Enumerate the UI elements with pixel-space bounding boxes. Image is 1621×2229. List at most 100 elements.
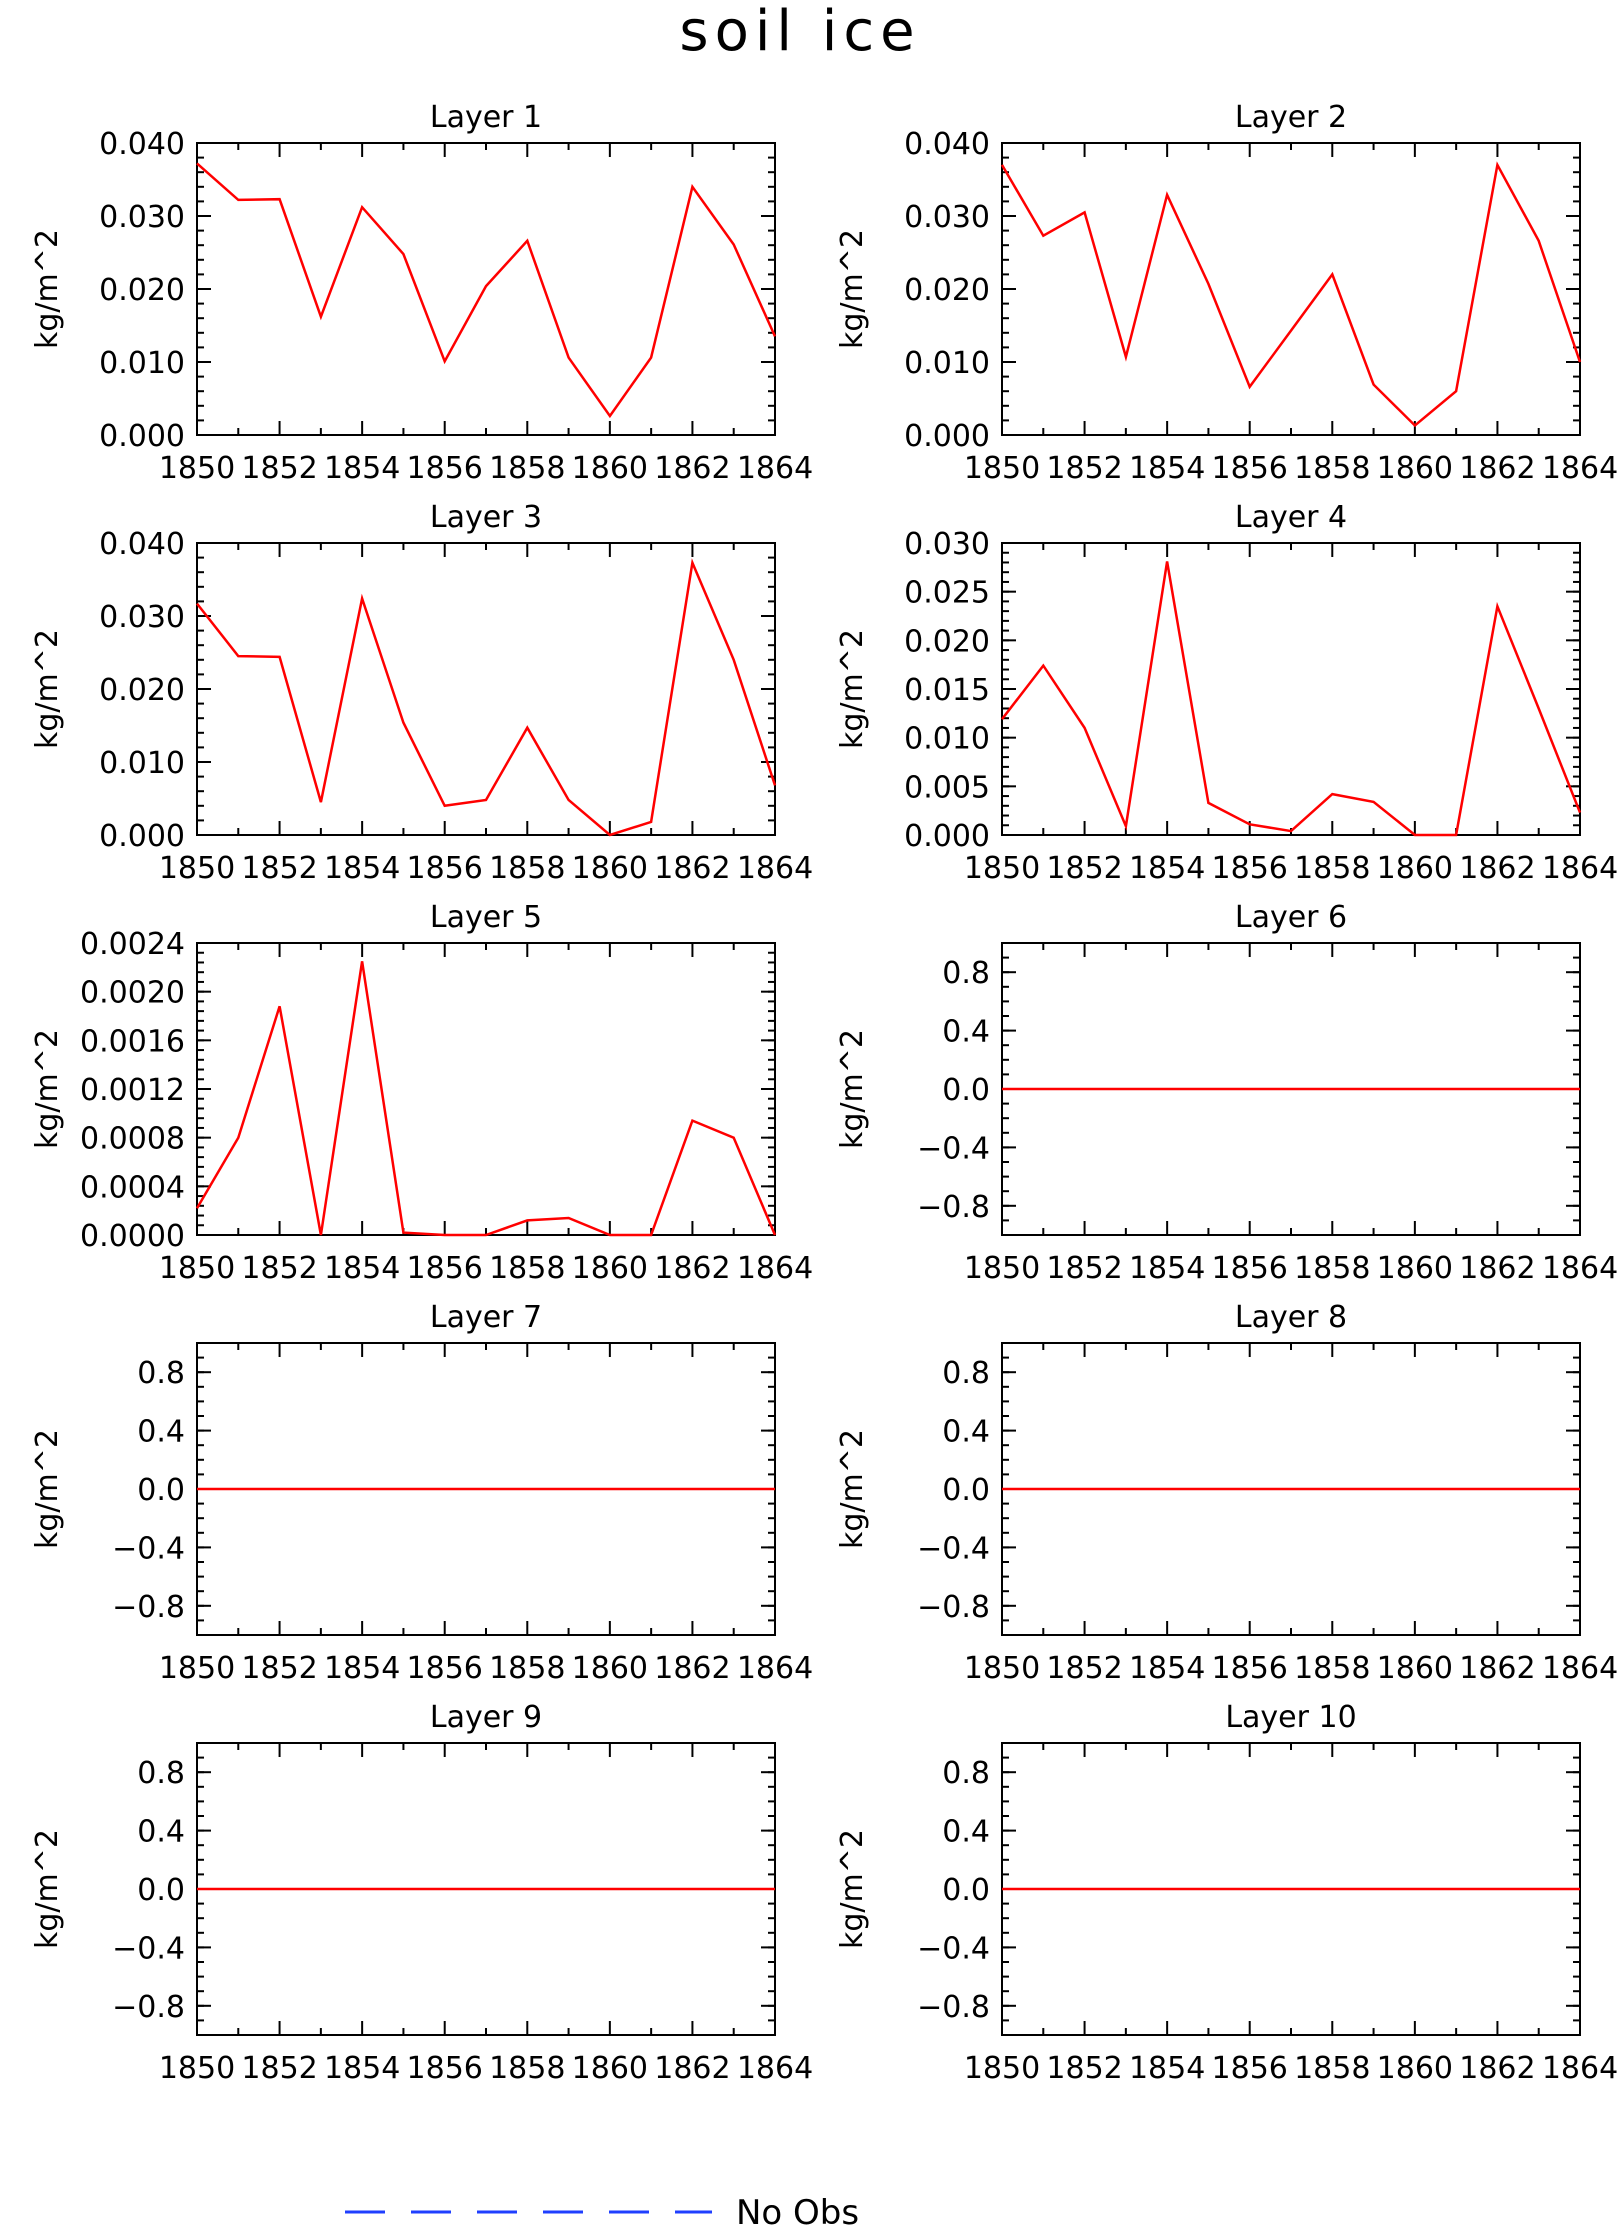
x-tick-label: 1850 [159,1251,235,1286]
x-tick-label: 1850 [964,1251,1040,1286]
y-tick-label: 0.010 [904,722,990,757]
y-tick-label: −0.4 [112,1931,185,1966]
x-tick-label: 1862 [654,2051,730,2086]
y-tick-label: 0.020 [99,273,185,308]
x-tick-label: 1860 [1377,451,1453,486]
x-tick-label: 1856 [407,851,483,886]
x-tick-label: 1850 [964,451,1040,486]
y-tick-label: 0.8 [137,1356,185,1391]
x-tick-label: 1852 [1046,2051,1122,2086]
x-tick-label: 1856 [407,451,483,486]
x-tick-label: 1860 [572,2051,648,2086]
y-tick-label: 0.0012 [80,1073,185,1108]
panel-title: Layer 4 [1235,500,1347,535]
x-tick-label: 1854 [324,851,400,886]
x-tick-label: 1856 [407,1651,483,1686]
x-tick-label: 1854 [324,1251,400,1286]
series-line [195,961,777,1237]
x-tick-label: 1862 [654,851,730,886]
x-tick-label: 1864 [1542,851,1618,886]
x-tick-label: 1852 [241,1651,317,1686]
y-tick-label: 0.0 [137,1873,185,1908]
y-tick-label: 0.4 [942,1015,990,1050]
y-tick-label: −0.8 [917,1590,990,1625]
panel-title: Layer 6 [1235,900,1347,935]
y-tick-label: 0.020 [904,273,990,308]
plot-frame [1001,542,1581,836]
x-tick-label: 1858 [489,1651,565,1686]
x-tick-label: 1860 [572,1251,648,1286]
y-tick-label: 0.0 [942,1473,990,1508]
x-tick-label: 1856 [407,2051,483,2086]
x-tick-label: 1856 [1212,2051,1288,2086]
y-tick-label: 0.0 [137,1473,185,1508]
y-tick-label: 0.8 [942,1756,990,1791]
y-tick-label: −0.8 [112,1590,185,1625]
y-axis-label: kg/m^2 [30,1829,65,1949]
x-tick-label: 1860 [572,851,648,886]
x-tick-label: 1852 [241,2051,317,2086]
panel-title: Layer 8 [1235,1300,1347,1335]
y-axis-label: kg/m^2 [835,1429,870,1549]
y-tick-label: 0.010 [904,346,990,381]
x-tick-label: 1864 [737,2051,813,2086]
y-tick-label: 0.0004 [80,1170,185,1205]
x-tick-label: 1850 [159,1651,235,1686]
y-tick-label: 0.0020 [80,976,185,1011]
y-tick-label: 0.000 [99,819,185,854]
y-tick-label: −0.8 [917,1190,990,1225]
y-tick-label: 0.040 [99,527,185,562]
x-tick-label: 1864 [737,851,813,886]
y-tick-label: 0.000 [99,419,185,454]
y-axis-label: kg/m^2 [835,229,870,349]
x-tick-label: 1850 [159,2051,235,2086]
x-tick-label: 1862 [654,1251,730,1286]
panel-title: Layer 10 [1225,1700,1356,1735]
x-tick-label: 1858 [1294,2051,1370,2086]
y-tick-label: 0.005 [904,770,990,805]
x-tick-label: 1864 [1542,1651,1618,1686]
y-axis-label: kg/m^2 [30,229,65,349]
y-tick-label: −0.8 [917,1990,990,2025]
x-tick-label: 1860 [572,1651,648,1686]
series-line [1000,161,1582,428]
y-axis-label: kg/m^2 [30,1429,65,1549]
series-line [196,162,777,419]
y-tick-label: 0.0000 [80,1219,185,1254]
x-tick-label: 1858 [1294,851,1370,886]
y-tick-label: 0.010 [99,746,185,781]
x-tick-label: 1856 [1212,451,1288,486]
x-tick-label: 1854 [324,1651,400,1686]
x-tick-label: 1856 [1212,851,1288,886]
y-axis-label: kg/m^2 [835,1829,870,1949]
x-tick-label: 1852 [241,1251,317,1286]
x-tick-label: 1860 [1377,1651,1453,1686]
figure-title: soil ice [679,0,920,64]
y-tick-label: 0.020 [99,673,185,708]
y-tick-label: 0.015 [904,673,990,708]
legend-label: No Obs [736,2193,859,2229]
x-tick-label: 1854 [324,451,400,486]
x-tick-label: 1862 [654,451,730,486]
y-axis-label: kg/m^2 [835,629,870,749]
y-tick-label: 0.8 [137,1756,185,1791]
y-tick-label: −0.8 [112,1990,185,2025]
x-tick-label: 1858 [489,451,565,486]
x-tick-label: 1864 [737,1251,813,1286]
x-tick-label: 1858 [1294,1651,1370,1686]
series-line [1001,561,1582,837]
x-tick-label: 1856 [407,1251,483,1286]
x-tick-label: 1862 [1459,2051,1535,2086]
x-tick-label: 1852 [1046,451,1122,486]
y-tick-label: 0.4 [137,1815,185,1850]
x-tick-label: 1862 [1459,1251,1535,1286]
x-tick-label: 1862 [1459,851,1535,886]
x-tick-label: 1850 [159,851,235,886]
y-tick-label: 0.0016 [80,1024,185,1059]
x-tick-label: 1864 [1542,1251,1618,1286]
